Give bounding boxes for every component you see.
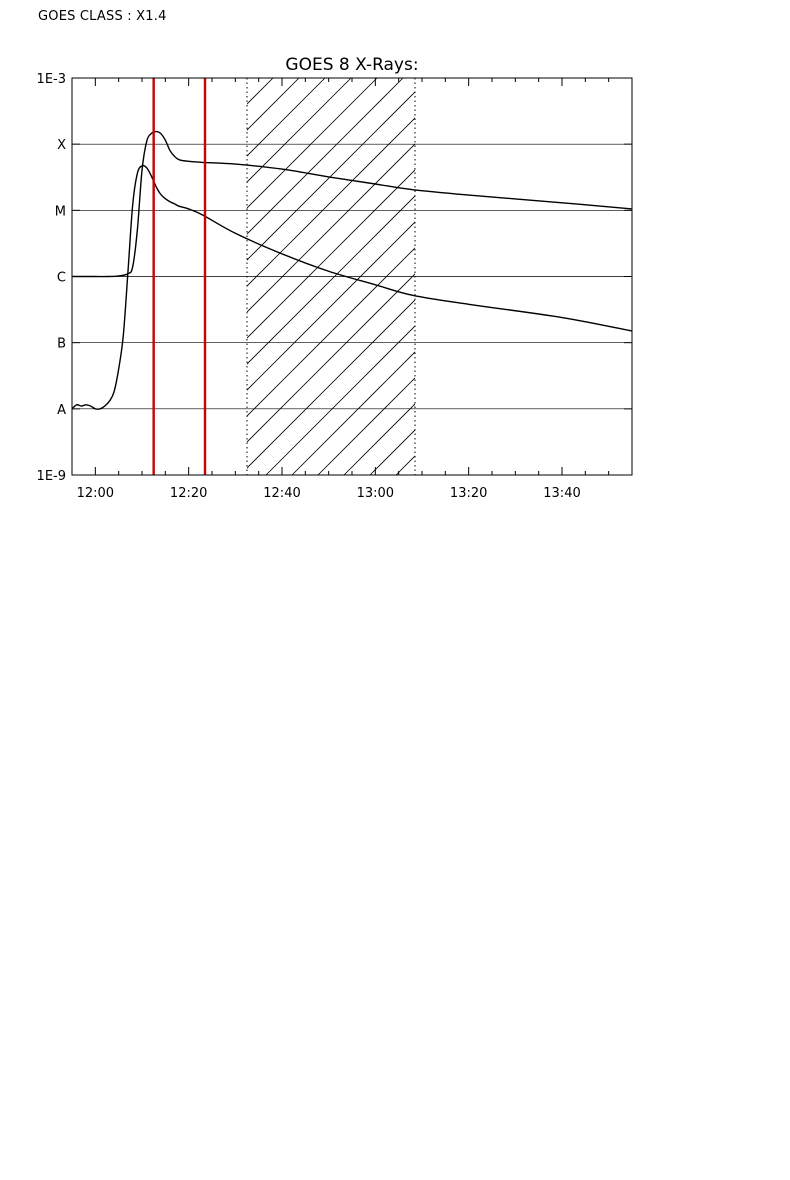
hatch-line — [247, 143, 415, 313]
y-tick-label: B — [57, 337, 66, 352]
y-tick-label: 1E-9 — [37, 469, 66, 484]
hatch-line — [247, 299, 415, 469]
axes: 1E-3 X M C B A 1E-9 12:00 12:20 12:40 13:00 13:20 13… — [37, 72, 633, 501]
hatch-line — [247, 247, 415, 417]
hatch-line — [247, 221, 415, 391]
hatch-line — [317, 377, 415, 475]
y-tick-label: M — [55, 204, 66, 219]
x-tick-label: 13:20 — [450, 486, 487, 501]
hatch-line — [291, 351, 415, 475]
series-group — [72, 130, 632, 410]
y-tick-label: X — [57, 138, 66, 153]
grid-lines — [72, 143, 632, 410]
hatch-line — [247, 78, 352, 183]
hatch-line — [247, 91, 415, 261]
chart-title: GOES 8 X-Rays: — [285, 55, 418, 75]
hatch-line — [247, 78, 404, 235]
y-tick-label: C — [57, 271, 66, 286]
x-tick-label: 12:00 — [77, 486, 114, 501]
y-tick-label: 1E-3 — [37, 72, 66, 87]
hatched-region — [246, 78, 790, 475]
hatch-line — [682, 78, 790, 475]
x-tick-label: 12:20 — [170, 486, 207, 501]
hatch-line — [760, 78, 790, 475]
hatch-line — [343, 403, 415, 475]
hatch-line — [247, 78, 378, 209]
hatch-line — [734, 78, 790, 475]
hatch-line — [247, 117, 415, 287]
goes-class-label: GOES CLASS : X1.4 — [38, 9, 167, 24]
hatch-line — [247, 169, 415, 339]
series-line-2 — [72, 164, 632, 410]
hatch-line — [247, 273, 415, 443]
series-lines — [72, 130, 632, 410]
event-markers — [152, 78, 207, 475]
series-line-1 — [72, 130, 632, 278]
x-tick-label: 13:40 — [543, 486, 580, 501]
hatch-line — [630, 78, 790, 475]
x-tick-label: 13:00 — [357, 486, 394, 501]
hatch-line — [265, 325, 415, 475]
hatch-lines — [247, 78, 790, 475]
hatch-line — [247, 78, 326, 157]
y-tick-label: A — [57, 403, 66, 418]
hatch-line — [247, 195, 415, 365]
x-tick-label: 12:40 — [263, 486, 300, 501]
hatch-line — [656, 78, 790, 475]
hatch-line — [786, 78, 790, 475]
hatch-line — [708, 78, 790, 475]
